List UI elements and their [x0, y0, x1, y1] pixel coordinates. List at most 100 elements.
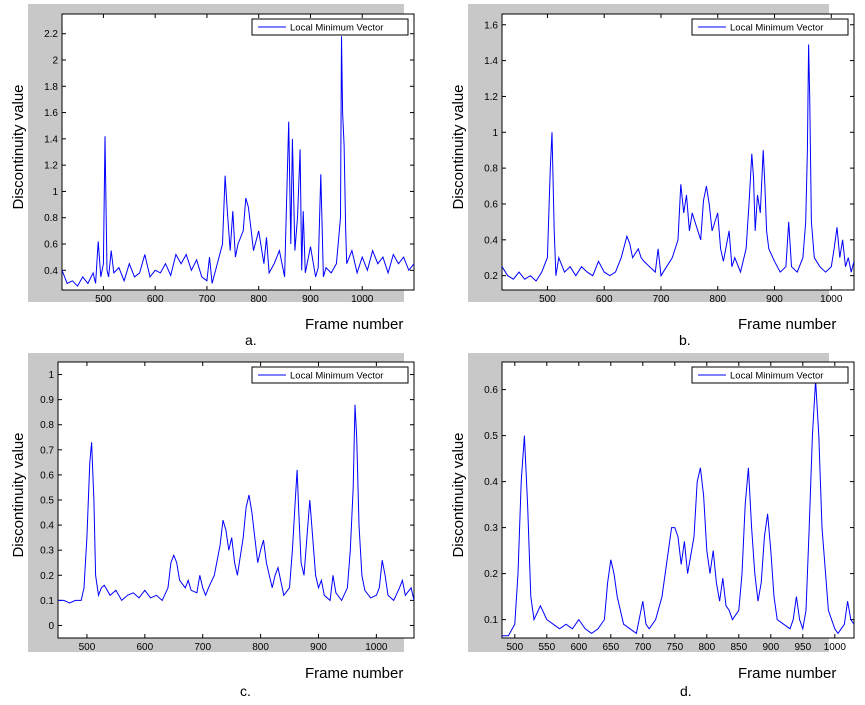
- y-tick-label: 1.4: [44, 134, 58, 145]
- legend-label: Local Minimum Vector: [730, 371, 823, 382]
- x-tick-label: 800: [709, 294, 726, 305]
- y-tick-label: 1.2: [44, 161, 58, 172]
- y-tick-label: 0.1: [40, 596, 54, 607]
- y-tick-label: 0.7: [40, 445, 54, 456]
- plot-area: [501, 361, 855, 639]
- y-tick-label: 0.6: [484, 385, 498, 396]
- y-tick-label: 0.1: [484, 615, 498, 626]
- x-tick-label: 700: [199, 294, 216, 305]
- y-tick-label: 1.6: [44, 108, 58, 119]
- panel-caption: b.: [679, 332, 691, 348]
- x-axis-label: Frame number: [305, 665, 404, 682]
- x-tick-label: 600: [596, 294, 613, 305]
- y-tick-label: 2.2: [44, 29, 58, 40]
- y-tick-label: 0.3: [40, 546, 54, 557]
- y-tick-label: 0.4: [44, 266, 58, 277]
- y-tick-label: 0.8: [44, 213, 58, 224]
- x-tick-label: 500: [95, 294, 112, 305]
- x-tick-label: 700: [634, 642, 651, 653]
- y-tick-label: 0.2: [40, 571, 54, 582]
- y-tick-label: 0.4: [40, 521, 54, 532]
- y-tick-label: 0.9: [40, 395, 54, 406]
- x-tick-label: 750: [666, 642, 683, 653]
- series-line: [502, 44, 854, 282]
- y-axis-label: Discontinuity value: [10, 84, 27, 210]
- y-tick-label: 0.6: [40, 470, 54, 481]
- chart-a: 500 600 700 800 900 1000 0.4 0.6 0.8 1 1.2 1.4 1.6 1.…: [28, 4, 415, 305]
- y-tick-label: 0: [48, 621, 54, 632]
- x-tick-label: 1000: [365, 642, 388, 653]
- panel-a: 500 600 700 800 900 1000 0.4 0.6 0.8 1 1.2 1.4 1.6 1.…: [0, 0, 432, 350]
- y-tick-label: 0.4: [484, 235, 498, 246]
- panel-caption: c.: [240, 683, 251, 699]
- y-axis-label: Discontinuity value: [450, 432, 467, 558]
- panel-caption: d.: [680, 683, 692, 699]
- x-tick-label: 800: [252, 642, 269, 653]
- plot-area: [61, 13, 415, 291]
- legend-box: [251, 366, 409, 384]
- x-tick-label: 600: [570, 642, 587, 653]
- legend-label: Local Minimum Vector: [730, 23, 823, 34]
- series-line: [502, 380, 854, 637]
- y-tick-label: 0.3: [484, 523, 498, 534]
- y-tick-label: 1.2: [484, 92, 498, 103]
- y-tick-label: 1.8: [44, 82, 58, 93]
- legend-label: Local Minimum Vector: [290, 23, 383, 34]
- legend-label: Local Minimum Vector: [290, 371, 383, 382]
- x-tick-label: 850: [730, 642, 747, 653]
- x-tick-label: 1000: [820, 294, 843, 305]
- x-tick-label: 500: [506, 642, 523, 653]
- x-tick-label: 550: [538, 642, 555, 653]
- plot-area: [501, 13, 855, 291]
- series-line: [62, 36, 414, 287]
- panel-caption: a.: [245, 332, 257, 348]
- x-axis-label: Frame number: [738, 316, 837, 333]
- y-axis-label: Discontinuity value: [450, 84, 467, 210]
- y-tick-label: 0.6: [44, 240, 58, 251]
- y-tick-label: 0.8: [484, 164, 498, 175]
- x-axis-label: Frame number: [305, 316, 404, 333]
- y-tick-label: 0.6: [484, 199, 498, 210]
- y-tick-label: 1: [52, 187, 58, 198]
- y-tick-label: 0.2: [484, 271, 498, 282]
- x-tick-label: 800: [250, 294, 267, 305]
- x-tick-label: 900: [762, 642, 779, 653]
- legend-box: [691, 18, 849, 36]
- plot-area: [57, 361, 415, 639]
- chart-d: 500 550 600 650 700 750 800 850 900 950 1000 0.1 0.2…: [468, 353, 855, 653]
- x-tick-label: 900: [766, 294, 783, 305]
- x-tick-label: 1000: [351, 294, 374, 305]
- x-tick-label: 700: [653, 294, 670, 305]
- y-tick-label: 0.8: [40, 420, 54, 431]
- y-axis-label: Discontinuity value: [10, 432, 27, 558]
- x-tick-label: 1000: [824, 642, 847, 653]
- y-tick-label: 0.5: [40, 496, 54, 507]
- x-tick-label: 600: [136, 642, 153, 653]
- x-tick-label: 500: [539, 294, 556, 305]
- x-tick-label: 950: [794, 642, 811, 653]
- x-tick-label: 900: [310, 642, 327, 653]
- y-tick-label: 1: [492, 128, 498, 139]
- x-tick-label: 900: [302, 294, 319, 305]
- x-tick-label: 650: [602, 642, 619, 653]
- chart-b: 500 600 700 800 900 1000 0.2 0.4 0.6 0.8 1 1.2 1.4 1.…: [468, 4, 855, 305]
- y-tick-label: 0.2: [484, 569, 498, 580]
- y-tick-label: 2: [52, 56, 58, 67]
- panel-d: 500 550 600 650 700 750 800 850 900 950 1000 0.1 0.2…: [432, 350, 865, 700]
- y-tick-label: 1: [48, 370, 54, 381]
- y-tick-label: 1.6: [484, 20, 498, 31]
- y-tick-label: 0.5: [484, 431, 498, 442]
- x-tick-label: 600: [147, 294, 164, 305]
- x-tick-label: 700: [194, 642, 211, 653]
- x-axis-label: Frame number: [738, 665, 837, 682]
- panel-c: 500 600 700 800 900 1000 0 0.1 0.2 0.3 0.4 0.5 0.6 0.…: [0, 350, 432, 700]
- x-tick-label: 500: [79, 642, 96, 653]
- legend-box: [251, 18, 409, 36]
- y-tick-label: 0.4: [484, 477, 498, 488]
- series-line: [58, 404, 414, 604]
- chart-c: 500 600 700 800 900 1000 0 0.1 0.2 0.3 0.4 0.5 0.6 0.…: [28, 353, 415, 653]
- panel-b: 500 600 700 800 900 1000 0.2 0.4 0.6 0.8 1 1.2 1.4 1.…: [432, 0, 865, 350]
- x-tick-label: 800: [698, 642, 715, 653]
- y-tick-label: 1.4: [484, 56, 498, 67]
- legend-box: [691, 366, 849, 384]
